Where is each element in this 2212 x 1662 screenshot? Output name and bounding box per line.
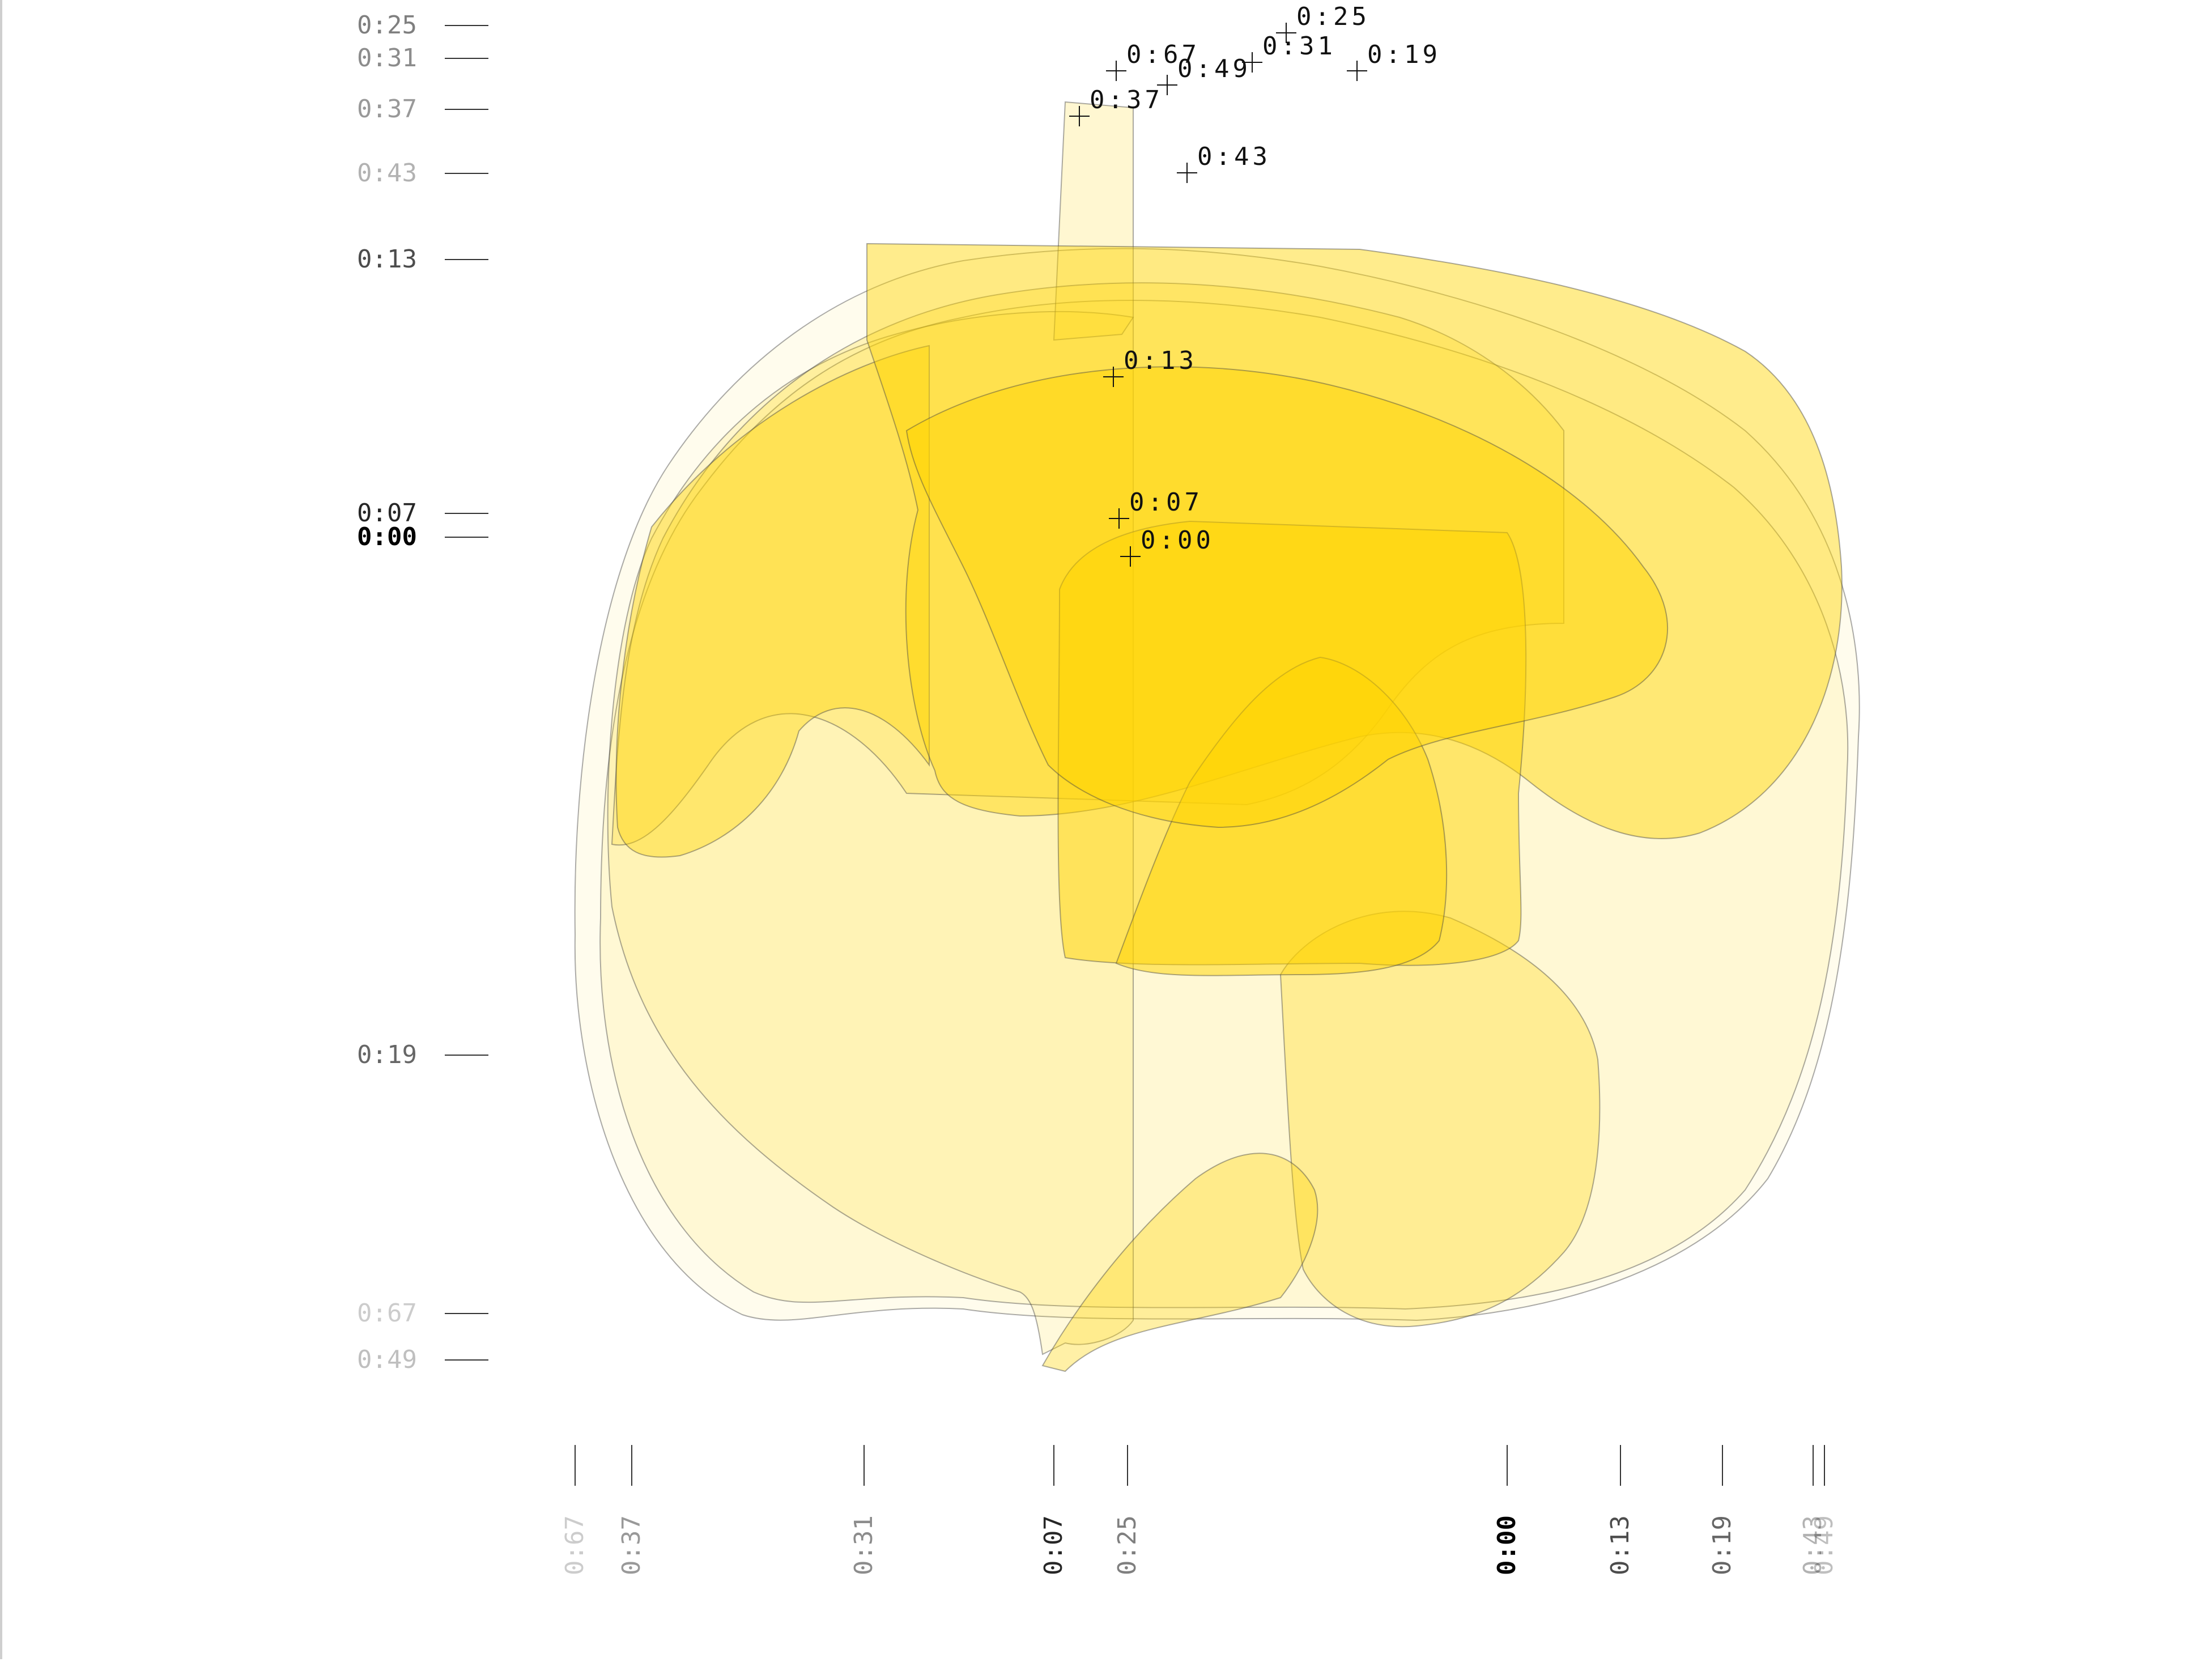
y-tick-label: 0:07	[357, 499, 417, 528]
y-tick-0-67: 0:67	[357, 1299, 488, 1328]
y-tick-0-49: 0:49	[357, 1345, 488, 1374]
marker-0-13: 0:13	[1103, 346, 1197, 387]
x-tick-label: 0:00	[1492, 1515, 1521, 1575]
x-ticks: 0:00 0:07 0:13 0:19 0:25 0:31 0:37 0:430:49 0:67	[560, 1445, 1839, 1575]
y-ticks: 0:000:07 0:13 0:19 0:25 0:31 0:37 0:43 0:49 0:67	[357, 11, 488, 1374]
left-border	[0, 0, 2, 1659]
x-tick-label: 0:19	[1708, 1515, 1737, 1575]
marker-label: 0:25	[1296, 2, 1370, 31]
x-tick-0-49: 0:49	[1810, 1445, 1839, 1575]
marker-label: 0:07	[1129, 488, 1203, 517]
x-tick-0-19: 0:19	[1708, 1445, 1737, 1575]
x-tick-label: 0:49	[1810, 1515, 1839, 1575]
marker-label: 0:49	[1177, 54, 1251, 83]
x-tick-label: 0:31	[849, 1515, 878, 1575]
y-tick-0-43: 0:43	[357, 159, 488, 188]
x-tick-0-00: 0:00	[1492, 1445, 1521, 1575]
frame-shapes	[574, 101, 1860, 1372]
marker-0-43: 0:43	[1177, 142, 1271, 183]
x-tick-0-31: 0:31	[849, 1445, 878, 1575]
marker-label: 0:67	[1126, 40, 1200, 69]
y-tick-label: 0:43	[357, 159, 417, 188]
x-tick-0-07: 0:07	[1039, 1445, 1068, 1575]
frame-shape-0-37	[1053, 101, 1134, 341]
marker-0-37: 0:37	[1069, 86, 1163, 126]
y-tick-label: 0:19	[357, 1040, 417, 1069]
marker-label: 0:37	[1090, 86, 1163, 114]
x-tick-label: 0:07	[1039, 1515, 1068, 1575]
x-tick-0-13: 0:13	[1606, 1445, 1635, 1575]
marker-label: 0:13	[1124, 346, 1197, 375]
y-tick-label: 0:49	[357, 1345, 417, 1374]
marker-label: 0:31	[1262, 32, 1336, 61]
x-tick-label: 0:67	[560, 1515, 589, 1575]
x-tick-0-43: 0:43	[1798, 1445, 1827, 1575]
x-tick-label: 0:13	[1606, 1515, 1635, 1575]
frame-shape-0-13	[615, 345, 930, 858]
x-tick-0-37: 0:37	[617, 1445, 646, 1575]
y-tick-0-19: 0:19	[357, 1040, 488, 1069]
y-tick-label: 0:00	[357, 522, 417, 551]
y-tick-label: 0:67	[357, 1299, 417, 1328]
marker-label: 0:00	[1141, 526, 1214, 555]
y-tick-0-07: 0:07	[357, 499, 488, 528]
x-tick-0-25: 0:25	[1113, 1445, 1142, 1575]
marker-label: 0:19	[1367, 40, 1441, 69]
frame-shape-center	[905, 366, 1669, 828]
marker-label: 0:43	[1197, 142, 1271, 171]
x-tick-label: 0:37	[617, 1515, 646, 1575]
marker-0-07: 0:07	[1109, 488, 1203, 529]
y-tick-0-37: 0:37	[357, 95, 488, 124]
marker-0-25: 0:25	[1276, 2, 1370, 43]
x-tick-label: 0:43	[1798, 1515, 1827, 1575]
x-tick-label: 0:25	[1113, 1515, 1142, 1575]
y-tick-label: 0:37	[357, 95, 417, 124]
y-tick-0-25: 0:25	[357, 11, 488, 40]
marker-0-31: 0:31	[1242, 32, 1336, 73]
marker-0-67: 0:67	[1106, 40, 1200, 81]
marker-0-49: 0:49	[1157, 54, 1251, 95]
y-tick-label: 0:25	[357, 11, 417, 40]
y-tick-label: 0:13	[357, 245, 417, 274]
y-tick-0-13: 0:13	[357, 245, 488, 274]
frame-shape-0-19	[1041, 1153, 1318, 1372]
marker-0-19: 0:19	[1347, 40, 1441, 81]
frame-markers: 0:00 0:07 0:13 0:19 0:250:31 0:37 0:43 0:490:67	[1069, 2, 1441, 567]
x-tick-0-67: 0:67	[560, 1445, 589, 1575]
y-tick-0-31: 0:31	[357, 44, 488, 73]
y-tick-label: 0:31	[357, 44, 417, 73]
y-tick-0-00: 0:00	[357, 522, 488, 551]
marker-0-00: 0:00	[1120, 526, 1214, 567]
